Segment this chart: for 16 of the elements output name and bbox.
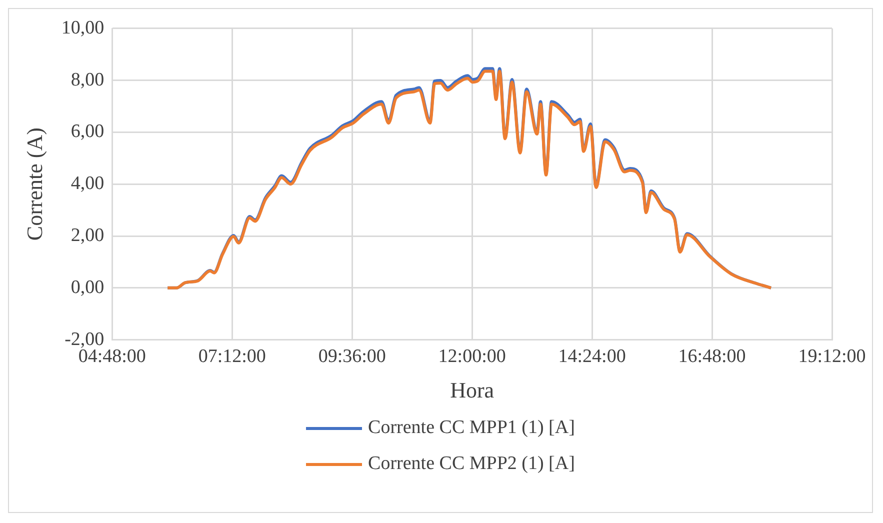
x-axis-title: Hora [450,378,494,403]
x-tick-label: 16:48:00 [678,346,746,368]
y-axis-title: Corrente (A) [22,128,47,241]
x-tick-label: 14:24:00 [558,346,626,368]
x-tick-label: 07:12:00 [198,346,266,368]
x-tick-label: 09:36:00 [318,346,386,368]
y-tick-label: 2,00 [70,224,104,246]
y-tick-label: 8,00 [70,69,104,90]
legend-label: Corrente CC MPP2 (1) [A] [368,453,575,475]
x-tick-label: 19:12:00 [798,346,866,368]
x-tick-label: 12:00:00 [438,346,506,368]
y-tick-label: 6,00 [70,121,104,142]
legend-label: Corrente CC MPP1 (1) [A] [368,417,575,439]
y-tick-label: 0,00 [70,276,104,298]
y-tick-label: 10,00 [61,17,104,38]
y-tick-label: 4,00 [70,173,104,194]
